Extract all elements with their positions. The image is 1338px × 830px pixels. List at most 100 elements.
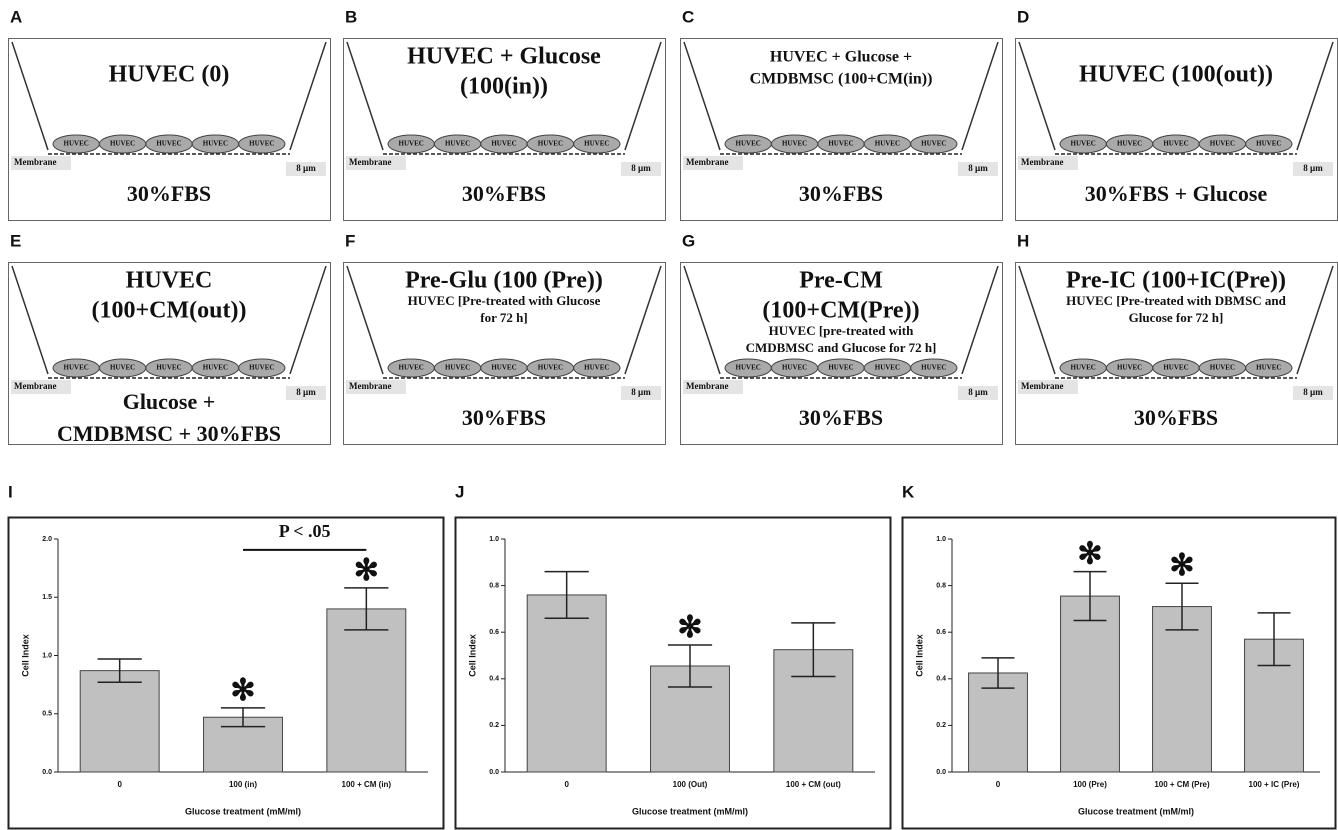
y-tick-label: 0.6 <box>936 629 946 636</box>
panel-letter: H <box>1017 231 1029 250</box>
x-axis-label: Glucose treatment (mM/ml) <box>632 806 748 816</box>
insert-wall <box>625 266 661 374</box>
x-tick-label: 0 <box>117 780 122 789</box>
cell-label: HUVEC <box>64 364 89 372</box>
y-tick-label: 1.5 <box>42 594 52 601</box>
cell-label: HUVEC <box>156 140 181 148</box>
panel-letter: C <box>682 7 694 26</box>
y-tick-label: 0.5 <box>42 711 52 718</box>
cell-label: HUVEC <box>828 140 853 148</box>
x-tick-label: 100 (Out) <box>673 780 708 789</box>
y-axis-label: Cell Index <box>914 634 924 677</box>
membrane-label: Membrane <box>1021 381 1064 391</box>
cell-label: HUVEC <box>156 364 181 372</box>
cell-label: HUVEC <box>110 140 135 148</box>
cell-label: HUVEC <box>1117 364 1142 372</box>
cell-label: HUVEC <box>875 140 900 148</box>
panel-subtitle: CMDBMSC and Glucose for 72 h] <box>746 340 937 355</box>
significance-marker: ✻ <box>1077 538 1102 571</box>
insert-wall <box>1297 266 1333 374</box>
x-tick-label: 100 + CM (out) <box>786 780 841 789</box>
bar <box>327 609 406 772</box>
panel-letter: J <box>455 482 464 501</box>
cell-label: HUVEC <box>249 140 274 148</box>
panel-letter: A <box>10 7 22 26</box>
panel-letter: G <box>682 231 695 250</box>
cell-label: HUVEC <box>1256 140 1281 148</box>
panel-subtitle: for 72 h] <box>480 310 527 325</box>
y-tick-label: 0.4 <box>489 676 499 683</box>
y-axis-label: Cell Index <box>20 634 30 677</box>
medium-label: Glucose + <box>123 389 216 414</box>
bar <box>527 595 606 772</box>
y-tick-label: 0.0 <box>42 769 52 776</box>
pore-label: 8 µm <box>296 163 316 173</box>
cell-label: HUVEC <box>491 364 516 372</box>
panel-subtitle: HUVEC [Pre-treated with Glucose <box>408 293 601 308</box>
insert-wall <box>684 42 720 150</box>
y-tick-label: 0.0 <box>936 769 946 776</box>
page: {"diagrams":[ {"letter":"A","title":["HU… <box>0 0 1338 830</box>
medium-label: 30%FBS + Glucose <box>1085 181 1268 206</box>
pore-label: 8 µm <box>968 163 988 173</box>
pore-label: 8 µm <box>296 387 316 397</box>
cell-label: HUVEC <box>203 364 228 372</box>
insert-wall <box>962 42 998 150</box>
y-tick-label: 1.0 <box>42 652 52 659</box>
significance-marker: ✻ <box>677 611 702 644</box>
medium-label: 30%FBS <box>462 181 546 206</box>
x-tick-label: 0 <box>564 780 569 789</box>
panel-title: HUVEC (0) <box>109 62 230 88</box>
cell-label: HUVEC <box>399 140 424 148</box>
cell-label: HUVEC <box>921 140 946 148</box>
x-tick-label: 100 + IC (Pre) <box>1249 780 1300 789</box>
cell-label: HUVEC <box>491 140 516 148</box>
pore-label: 8 µm <box>1303 387 1323 397</box>
y-tick-label: 0.8 <box>489 582 499 589</box>
cell-label: HUVEC <box>110 364 135 372</box>
cell-label: HUVEC <box>538 140 563 148</box>
panel-letter: E <box>10 231 21 250</box>
y-tick-label: 1.0 <box>936 536 946 543</box>
medium-label: 30%FBS <box>799 405 883 430</box>
bar <box>1061 596 1120 772</box>
y-tick-label: 0.4 <box>936 676 946 683</box>
y-tick-label: 0.6 <box>489 629 499 636</box>
pore-label: 8 µm <box>631 387 651 397</box>
panel-subtitle: HUVEC [Pre-treated with DBMSC and <box>1066 293 1287 308</box>
panel-title: HUVEC + Glucose + <box>770 49 912 66</box>
y-tick-label: 0.2 <box>936 722 946 729</box>
medium-label: 30%FBS <box>127 181 211 206</box>
medium-label: 30%FBS <box>462 405 546 430</box>
panel-subtitle: HUVEC [pre-treated with <box>769 323 914 338</box>
panel-title: HUVEC <box>126 268 213 294</box>
membrane-label: Membrane <box>1021 157 1064 167</box>
cell-label: HUVEC <box>445 364 470 372</box>
cell-label: HUVEC <box>584 364 609 372</box>
medium-label: 30%FBS <box>799 181 883 206</box>
membrane-label: Membrane <box>14 157 57 167</box>
x-tick-label: 100 (Pre) <box>1073 780 1107 789</box>
x-tick-label: 100 (in) <box>229 780 257 789</box>
significance-marker: ✻ <box>230 674 255 707</box>
panel-title: Pre-CM <box>799 268 883 294</box>
cell-label: HUVEC <box>1071 140 1096 148</box>
y-tick-label: 0.0 <box>489 769 499 776</box>
cell-label: HUVEC <box>736 140 761 148</box>
cell-label: HUVEC <box>1163 364 1188 372</box>
cell-label: HUVEC <box>1163 140 1188 148</box>
membrane-label: Membrane <box>349 381 392 391</box>
medium-label: 30%FBS <box>1134 405 1218 430</box>
figure: A HUVEC HUVEC HUVEC HUVEC HUVEC Membrane 8 µm HU… <box>0 0 1338 830</box>
cell-label: HUVEC <box>921 364 946 372</box>
x-axis-label: Glucose treatment (mM/ml) <box>1078 806 1194 816</box>
cell-label: HUVEC <box>399 364 424 372</box>
y-tick-label: 2.0 <box>42 536 52 543</box>
panel-title: (100(in)) <box>460 74 548 100</box>
insert-wall <box>625 42 661 150</box>
x-tick-label: 100 + CM (Pre) <box>1154 780 1210 789</box>
cell-label: HUVEC <box>1117 140 1142 148</box>
panel-title: Pre-Glu (100 (Pre)) <box>405 268 603 294</box>
panel-letter: F <box>345 231 355 250</box>
panel-title: (100+CM(out)) <box>92 298 247 324</box>
